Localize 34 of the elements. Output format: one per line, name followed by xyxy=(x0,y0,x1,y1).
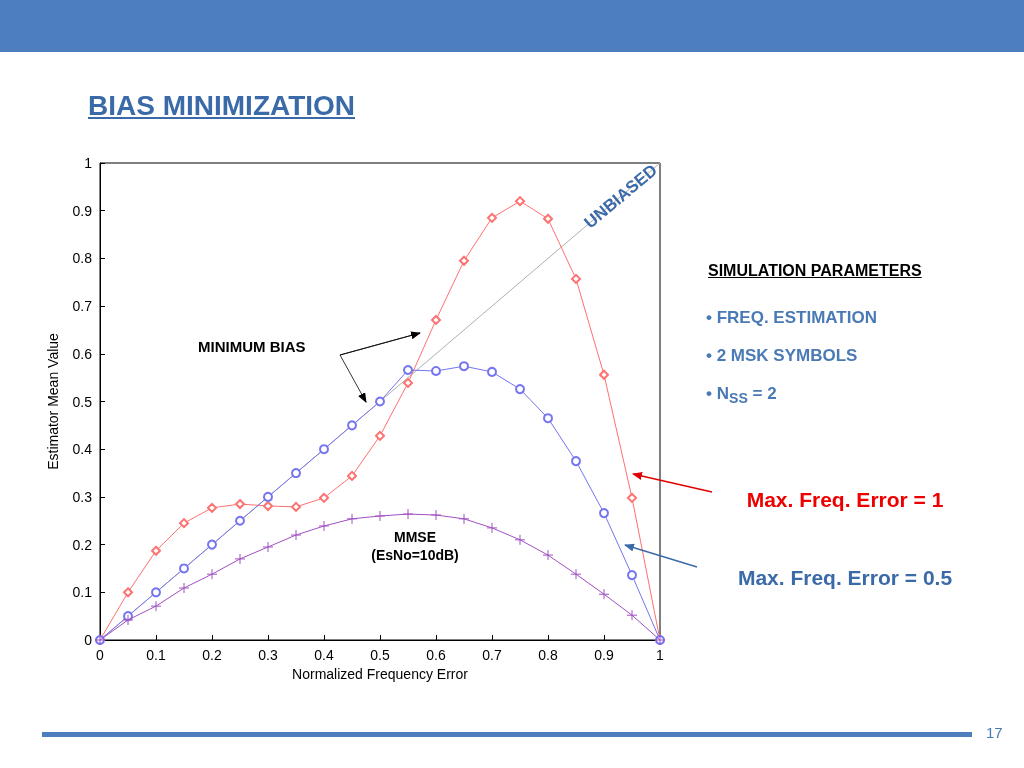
x-tick-label: 0.5 xyxy=(370,647,390,663)
y-axis-title: Estimator Mean Value xyxy=(45,332,61,470)
y-tick-label: 0 xyxy=(84,632,93,648)
x-tick-label: 1 xyxy=(656,647,665,663)
text: SIMULATION PARAMETERS xyxy=(708,262,922,280)
x-tick-label: 0.2 xyxy=(202,647,222,663)
text: • N$_{SS}$ = 2 xyxy=(706,384,777,407)
text: Max. Freq. Error = 0.5 xyxy=(737,565,953,589)
x-axis-title: Normalized Frequency Error xyxy=(292,666,469,682)
x-tick-label: 0.1 xyxy=(146,647,166,663)
x-tick-label: 0.4 xyxy=(314,647,334,663)
x-tick-label: 0.6 xyxy=(426,647,446,663)
x-tick-label: 0.7 xyxy=(482,647,502,663)
text: 17 xyxy=(986,724,1003,741)
text: • FREQ. ESTIMATION xyxy=(706,308,877,328)
x-tick-label: 0 xyxy=(96,647,105,663)
y-tick-label: 0.5 xyxy=(72,393,93,410)
y-tick-label: 0.2 xyxy=(72,536,93,553)
y-tick-label: 0.8 xyxy=(72,250,93,267)
y-tick-label: 1 xyxy=(84,155,93,171)
y-tick-label: 0.7 xyxy=(72,298,93,315)
annotation: MMSE (EsNo=10dB) xyxy=(370,528,460,564)
chart-title: BIAS MINIMIZATION xyxy=(88,90,356,122)
x-tick-label: 0.8 xyxy=(538,647,558,663)
text: Max. Freq. Error = 1 xyxy=(746,488,944,512)
y-tick-label: 0.1 xyxy=(72,584,93,601)
text: • 2 MSK SYMBOLS xyxy=(706,346,858,366)
y-tick-label: 0.3 xyxy=(72,488,93,505)
y-tick-label: 0.9 xyxy=(72,202,93,219)
annotation: MINIMUM BIAS xyxy=(198,338,306,355)
x-tick-label: 0.9 xyxy=(594,647,614,663)
x-tick-label: 0.3 xyxy=(258,647,278,663)
y-tick-label: 0.4 xyxy=(72,441,93,458)
y-tick-label: 0.6 xyxy=(72,345,93,362)
